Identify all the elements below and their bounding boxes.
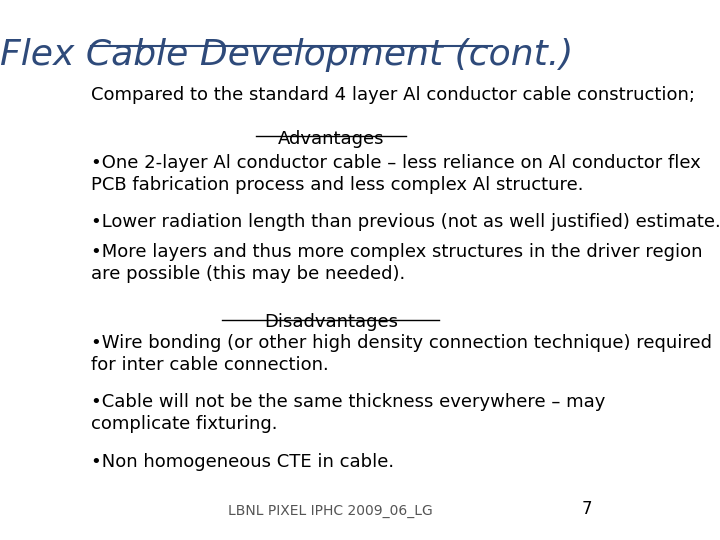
Text: LBNL PIXEL IPHC 2009_06_LG: LBNL PIXEL IPHC 2009_06_LG: [228, 504, 433, 518]
Text: •Non homogeneous CTE in cable.: •Non homogeneous CTE in cable.: [91, 453, 395, 470]
Text: •Lower radiation length than previous (not as well justified) estimate.: •Lower radiation length than previous (n…: [91, 213, 720, 231]
Text: •One 2-layer Al conductor cable – less reliance on Al conductor flex
PCB fabrica: •One 2-layer Al conductor cable – less r…: [91, 154, 701, 194]
Text: Compared to the standard 4 layer Al conductor cable construction;: Compared to the standard 4 layer Al cond…: [91, 86, 696, 104]
Text: Flex Cable Development (cont.): Flex Cable Development (cont.): [0, 38, 573, 72]
Text: Advantages: Advantages: [277, 130, 384, 147]
Text: •More layers and thus more complex structures in the driver region
are possible : •More layers and thus more complex struc…: [91, 243, 703, 283]
Text: •Cable will not be the same thickness everywhere – may
complicate fixturing.: •Cable will not be the same thickness ev…: [91, 393, 606, 433]
Text: 7: 7: [582, 501, 593, 518]
Text: •Wire bonding (or other high density connection technique) required
for inter ca: •Wire bonding (or other high density con…: [91, 334, 712, 374]
Text: Disadvantages: Disadvantages: [264, 313, 397, 331]
